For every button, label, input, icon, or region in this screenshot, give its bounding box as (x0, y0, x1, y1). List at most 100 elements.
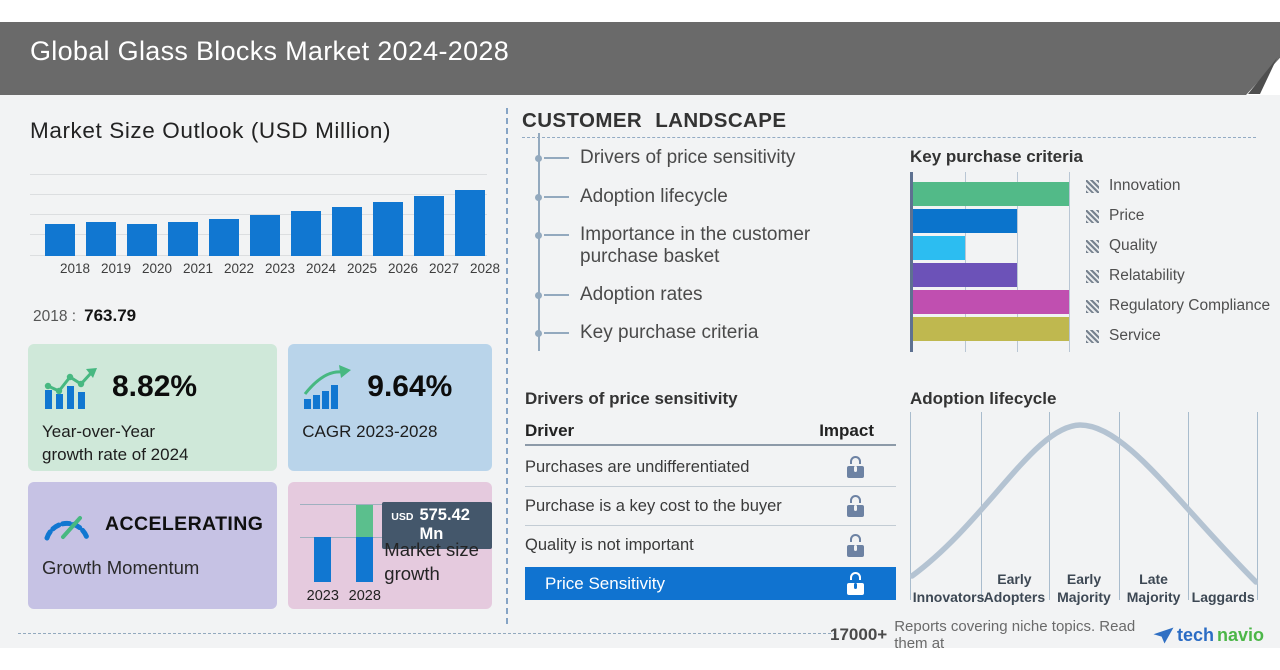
bar-2020 (127, 224, 157, 256)
growth-mini-chart: 2023 2028 (300, 504, 400, 604)
gridline (30, 214, 487, 215)
driver-label: Purchases are undifferentiated (525, 457, 750, 476)
connector-line (544, 332, 569, 334)
legend-item: Quality (1086, 236, 1270, 256)
brand-navio: navio (1216, 624, 1264, 645)
landscape-item-label: Importance in the customer purchase bask… (580, 224, 811, 267)
legend-label: Relatability (1109, 267, 1185, 284)
price-table-row: Purchases are undifferentiated (525, 448, 896, 487)
gridline (1257, 412, 1258, 600)
legend-label: Price (1109, 207, 1145, 224)
year-label: 2018 (59, 261, 91, 276)
kpc-bar-innovation (913, 182, 1069, 206)
legend-label: Innovation (1109, 177, 1181, 194)
connector-line (544, 294, 569, 296)
header: Global Glass Blocks Market 2024-2028 (0, 0, 1280, 95)
driver-label: Purchase is a key cost to the buyer (525, 496, 782, 515)
momentum-desc: Growth Momentum (42, 557, 200, 578)
legend-label: Service (1109, 327, 1161, 344)
gridline (910, 412, 911, 600)
customer-landscape-title: CUSTOMER LANDSCAPE (522, 109, 787, 132)
price-sensitivity-title: Drivers of price sensitivity (525, 389, 738, 408)
driver-label: Quality is not important (525, 536, 694, 554)
highlight-label: Price Sensitivity (545, 573, 665, 593)
bar-2022 (209, 219, 239, 256)
year-label: 2025 (346, 261, 378, 276)
yoy-growth-box: 8.82% Year-over-Year growth rate of 2024 (28, 344, 278, 471)
stage-label: Early Adopters (983, 571, 1046, 605)
landscape-item: Importance in the customer purchase bask… (535, 224, 860, 268)
landscape-item: Drivers of price sensitivity (535, 147, 795, 169)
connector-line (544, 196, 569, 198)
brand-tech: tech (1176, 624, 1214, 645)
price-sensitivity-highlight-row: Price Sensitivity (525, 567, 896, 600)
price-table-row: Purchase is a key cost to the buyer (525, 487, 896, 526)
year-label: 2021 (182, 261, 214, 276)
momentum-value: ACCELERATING (105, 512, 264, 535)
mini-gridline (300, 504, 395, 505)
connector-line (544, 157, 569, 159)
yoy-growth-desc: Year-over-Year growth rate of 2024 (42, 422, 189, 464)
bullet-dot-icon (535, 194, 542, 201)
stage-cell: Innovators (910, 562, 985, 606)
year-label: 2020 (141, 261, 173, 276)
dashed-underline (522, 137, 1256, 138)
stage-cell: Late Majority (1119, 562, 1189, 606)
key-purchase-criteria-legend: Innovation Price Quality Relatability Regula… (1086, 176, 1270, 356)
legend-item: Service (1086, 326, 1270, 346)
landscape-item-label: Adoption lifecycle (580, 186, 728, 207)
hatched-square-icon (1086, 239, 1099, 253)
bullet-dot-icon (535, 232, 542, 239)
bar-2024 (291, 211, 321, 256)
market-size-outlook-title: Market Size Outlook (USD Million) (30, 118, 392, 143)
kpc-bar-relatability (913, 263, 1017, 287)
hatched-square-icon (1086, 269, 1099, 283)
currency-label: USD (391, 511, 414, 523)
price-table-header: Driver Impact (525, 421, 896, 446)
gridline (1119, 412, 1120, 600)
landscape-connector-line (538, 133, 540, 351)
year-label: 2023 (264, 261, 296, 276)
mini-year-start: 2023 (306, 588, 339, 604)
bar-2023 (250, 215, 280, 256)
bar-2021 (168, 222, 198, 256)
lock-icon (847, 534, 864, 557)
bullet-dot-icon (535, 292, 542, 299)
kpc-bar-quality (913, 236, 965, 260)
bar-2028 (455, 190, 485, 256)
cagr-desc: CAGR 2023-2028 (302, 422, 438, 441)
legend-label: Regulatory Compliance (1109, 297, 1271, 314)
folded-corner-decoration (1248, 58, 1277, 94)
footer-message: Reports covering niche topics. Read them… (894, 618, 1136, 652)
footer-dashed-line (18, 633, 836, 634)
landscape-item: Key purchase criteria (535, 322, 758, 344)
gridline (30, 194, 487, 195)
bottom-white-strip (0, 648, 1280, 670)
gridline (30, 174, 487, 175)
stat-boxes: 8.82% Year-over-Year growth rate of 2024… (28, 344, 492, 609)
lock-icon (847, 572, 864, 595)
kpc-bar-price (913, 209, 1017, 233)
title-banner (0, 22, 1280, 95)
stage-label: Early Majority (1057, 571, 1111, 605)
landscape-item-label: Adoption rates (580, 284, 703, 305)
base-year-number: 763.79 (84, 306, 137, 325)
growth-amount-badge: USD 575.42 Mn (382, 502, 492, 549)
stage-label: Late Majority (1126, 571, 1181, 605)
connector-line (544, 234, 569, 236)
impact-column-header: Impact (819, 421, 874, 440)
base-year-label: 2018 : (33, 308, 77, 325)
adoption-stages: Innovators Early Adopters Early Majority La… (910, 562, 1258, 606)
technavio-logo: tech navio (1153, 625, 1264, 646)
market-size-growth-box: 2023 2028 USD 575.42 Mn Market size grow… (288, 482, 492, 609)
landscape-item: Adoption rates (535, 284, 703, 306)
bar-2027 (414, 196, 444, 256)
bar-2023 (314, 537, 332, 582)
bullet-dot-icon (535, 155, 542, 162)
gridline (965, 172, 966, 352)
market-bar-chart-years: 2018 2019 2020 2021 2022 2023 2024 2025 2026 2027… (30, 261, 500, 277)
stage-cell: Early Adopters (980, 562, 1050, 606)
vertical-dashed-divider (506, 108, 508, 624)
hatched-square-icon (1086, 329, 1099, 343)
